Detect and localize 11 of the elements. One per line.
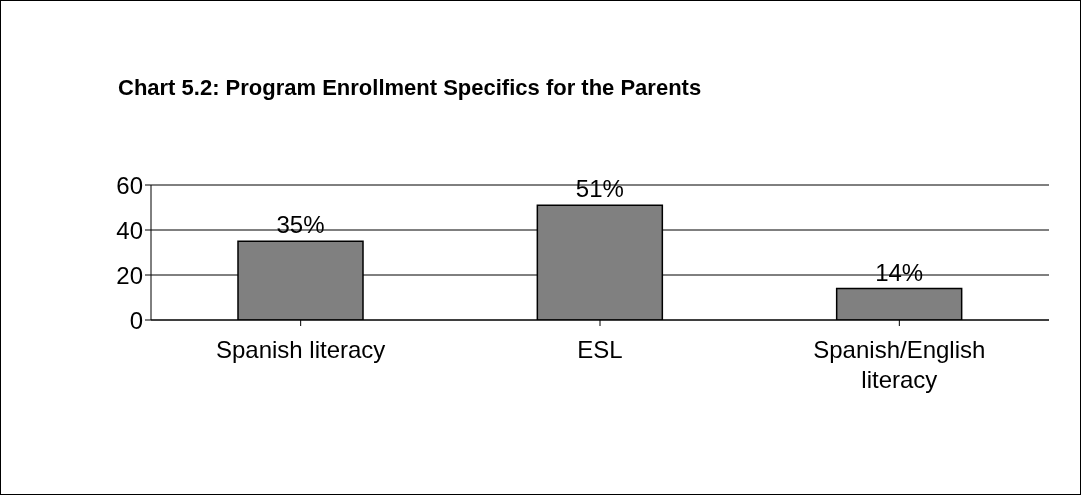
y-tick-label: 20 bbox=[116, 261, 143, 289]
x-tick-label: Spanish literacy bbox=[215, 336, 386, 363]
y-tick-label: 0 bbox=[129, 306, 143, 334]
x-tick-label: Spanish/English literacy bbox=[813, 336, 986, 393]
y-tick-label: 60 bbox=[116, 171, 143, 199]
y-tick-label: 40 bbox=[116, 216, 143, 244]
x-tick-label: ESL bbox=[577, 336, 623, 363]
chart-title: Chart 5.2: Program Enrollment Specifics for the Parents bbox=[118, 75, 702, 101]
data-label: 14% bbox=[875, 258, 924, 286]
data-label: 35% bbox=[276, 211, 325, 239]
data-label: 51% bbox=[575, 175, 624, 203]
